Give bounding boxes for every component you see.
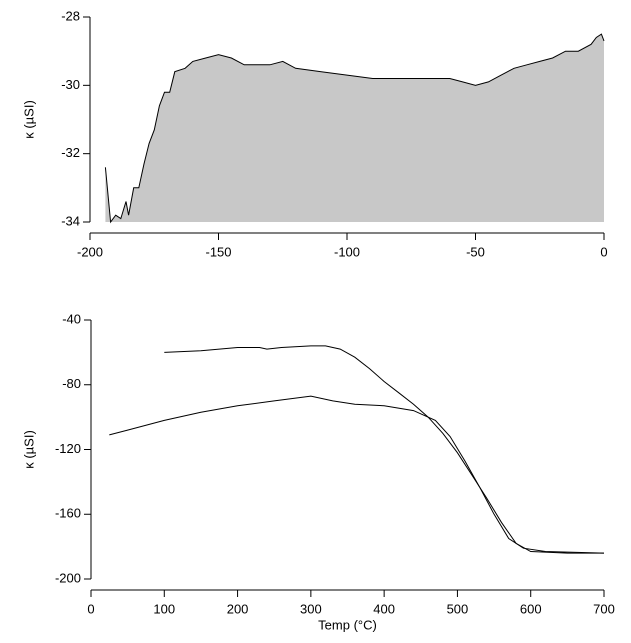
x-tick-label: -150 [205, 244, 231, 259]
y-tick-label: -160 [55, 506, 81, 521]
x-tick-label: -50 [466, 244, 485, 259]
x-tick-label: 0 [600, 244, 607, 259]
x-tick-label: 600 [520, 601, 542, 616]
y-tick-label: -30 [61, 77, 80, 92]
x-tick-label: 100 [153, 601, 175, 616]
y-tick-label: -34 [61, 213, 80, 228]
area [105, 34, 605, 222]
y-tick-label: -40 [62, 311, 81, 326]
x-axis-label: Temp (°C) [318, 617, 377, 632]
y-tick-label: -32 [61, 145, 80, 160]
x-tick-label: -100 [334, 244, 360, 259]
line [164, 345, 604, 554]
x-tick-label: -200 [77, 244, 103, 259]
x-tick-label: 400 [373, 601, 395, 616]
y-tick-label: -200 [55, 570, 81, 585]
y-tick-label: -120 [55, 441, 81, 456]
x-tick-label: 700 [593, 601, 615, 616]
x-tick-label: 200 [227, 601, 249, 616]
x-tick-label: 0 [87, 601, 94, 616]
line [109, 395, 605, 554]
y-axis-label: κ (µSI) [21, 100, 36, 139]
x-tick-label: 300 [300, 601, 322, 616]
y-tick-label: -80 [62, 376, 81, 391]
y-tick-label: -28 [61, 8, 80, 23]
x-tick-label: 500 [447, 601, 469, 616]
y-axis-label: κ (µSI) [21, 430, 36, 469]
area-line [104, 33, 605, 224]
